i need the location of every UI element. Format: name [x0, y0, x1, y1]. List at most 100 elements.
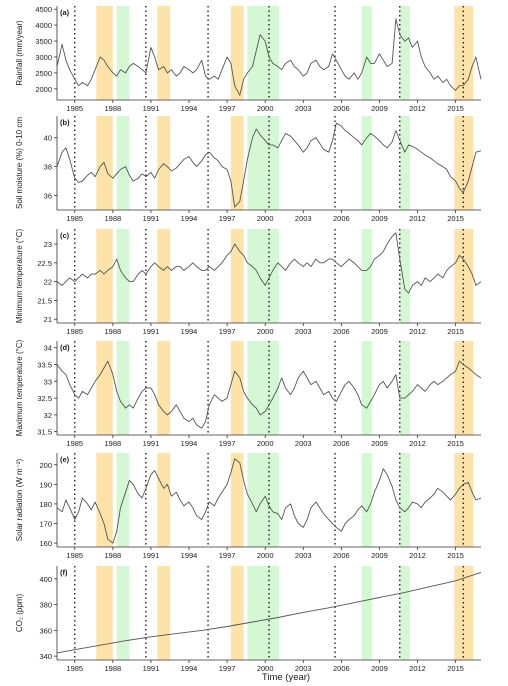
series-line	[56, 122, 482, 208]
el-nino-band	[157, 6, 170, 100]
y-tick-label: 2000	[35, 85, 52, 94]
y-tick-label: 38	[44, 163, 52, 172]
y-axis-title: Rainfall (mm/year)	[15, 20, 24, 86]
el-nino-band	[230, 229, 244, 323]
x-tick-label: 2009	[371, 214, 388, 223]
x-tick-label: 2003	[295, 214, 312, 223]
la-nina-band	[399, 6, 410, 100]
x-tick-label: 2009	[371, 327, 388, 336]
x-tick-label: 2003	[295, 327, 312, 336]
x-tick-label: 2009	[371, 439, 388, 448]
x-tick-label: 2009	[371, 104, 388, 113]
x-tick-label: 2000	[257, 439, 274, 448]
la-nina-band	[361, 229, 372, 323]
y-tick-label: 21.5	[37, 296, 52, 305]
x-tick-label: 2012	[409, 439, 426, 448]
x-tick-label: 2006	[333, 664, 350, 673]
x-tick-label: 2006	[333, 439, 350, 448]
la-nina-band	[247, 6, 280, 100]
la-nina-band	[399, 453, 410, 547]
panel-4: 160 170 180 190 200 1985 1988 1991 1994 1997 2000 2…	[15, 453, 482, 560]
x-tick-label: 2015	[447, 439, 464, 448]
x-tick-label: 1994	[181, 664, 198, 673]
x-tick-label: 2003	[295, 439, 312, 448]
y-tick-label: 360	[39, 626, 52, 635]
x-tick-label: 2015	[447, 214, 464, 223]
x-axis-title: Time (year)	[262, 672, 310, 683]
y-tick-label: 190	[39, 480, 52, 489]
y-tick-label: 4000	[35, 21, 52, 30]
x-tick-label: 2012	[409, 551, 426, 560]
x-tick-label: 1997	[219, 551, 236, 560]
panel-1: 36 38 40 1985 1988 1991 1994 1997 2000 2003 2006 20…	[15, 116, 482, 223]
el-nino-band	[454, 116, 474, 210]
x-tick-label: 1985	[66, 214, 83, 223]
y-tick-label: 33.5	[37, 361, 52, 370]
series-line	[56, 232, 482, 294]
x-tick-label: 1997	[219, 214, 236, 223]
y-tick-label: 380	[39, 601, 52, 610]
x-tick-label: 1994	[181, 214, 198, 223]
x-tick-label: 2012	[409, 664, 426, 673]
la-nina-band	[361, 116, 372, 210]
x-tick-label: 2012	[409, 214, 426, 223]
la-nina-band	[361, 453, 372, 547]
panel-3: 31.5 32 32.5 33 33.5 34 1985 1988 1991 1994 1997 20…	[15, 339, 482, 448]
y-tick-label: 200	[39, 461, 52, 470]
y-tick-label: 32	[44, 411, 52, 420]
y-tick-label: 34	[44, 344, 52, 353]
panel-letter: (b)	[60, 118, 70, 127]
el-nino-band	[230, 341, 244, 435]
el-nino-band	[96, 453, 113, 547]
panel-letter: (e)	[60, 455, 70, 464]
y-tick-label: 23	[44, 240, 52, 249]
el-nino-band	[157, 116, 170, 210]
x-tick-label: 1991	[143, 439, 160, 448]
y-tick-label: 36	[44, 192, 52, 201]
el-nino-band	[96, 229, 113, 323]
la-nina-band	[247, 453, 280, 547]
y-tick-label: 4500	[35, 5, 52, 14]
x-tick-label: 1994	[181, 327, 198, 336]
y-tick-label: 170	[39, 520, 52, 529]
la-nina-band	[116, 566, 130, 660]
panel-letter: (f)	[60, 568, 68, 577]
el-nino-band	[157, 566, 170, 660]
x-tick-label: 1985	[66, 664, 83, 673]
x-tick-label: 2006	[333, 551, 350, 560]
x-tick-label: 2003	[295, 551, 312, 560]
y-tick-label: 180	[39, 500, 52, 509]
y-tick-label: 33	[44, 377, 52, 386]
x-tick-label: 2015	[447, 551, 464, 560]
y-axis-title: Soil moisture (%) 0-10 cm	[15, 117, 24, 209]
el-nino-band	[96, 6, 113, 100]
la-nina-band	[247, 116, 280, 210]
x-tick-label: 1994	[181, 104, 198, 113]
x-tick-label: 1997	[219, 439, 236, 448]
y-axis-title: Solar radiation (W m⁻²)	[15, 458, 24, 541]
x-tick-label: 1994	[181, 551, 198, 560]
x-tick-label: 1988	[105, 439, 122, 448]
x-tick-label: 1997	[219, 664, 236, 673]
x-tick-label: 2003	[295, 104, 312, 113]
la-nina-band	[361, 341, 372, 435]
x-tick-label: 2006	[333, 214, 350, 223]
x-tick-label: 1988	[105, 104, 122, 113]
y-axis-title: CO₂ (ppm)	[15, 594, 24, 633]
x-tick-label: 2006	[333, 327, 350, 336]
x-tick-label: 2015	[447, 327, 464, 336]
x-tick-label: 1985	[66, 439, 83, 448]
el-nino-band	[454, 229, 474, 323]
y-tick-label: 22	[44, 278, 52, 287]
x-tick-label: 2000	[257, 664, 274, 673]
x-tick-label: 1985	[66, 551, 83, 560]
la-nina-band	[399, 116, 410, 210]
y-axis-title: Minimum temperature (°C)	[15, 229, 24, 324]
panel-0: 2000 2500 3000 3500 4000 4500 1985 1988 1991 1994…	[15, 5, 482, 113]
y-tick-label: 40	[44, 134, 52, 143]
x-tick-label: 2003	[295, 664, 312, 673]
x-tick-label: 2009	[371, 664, 388, 673]
el-nino-band	[96, 566, 113, 660]
la-nina-band	[399, 566, 410, 660]
x-tick-label: 2000	[257, 214, 274, 223]
